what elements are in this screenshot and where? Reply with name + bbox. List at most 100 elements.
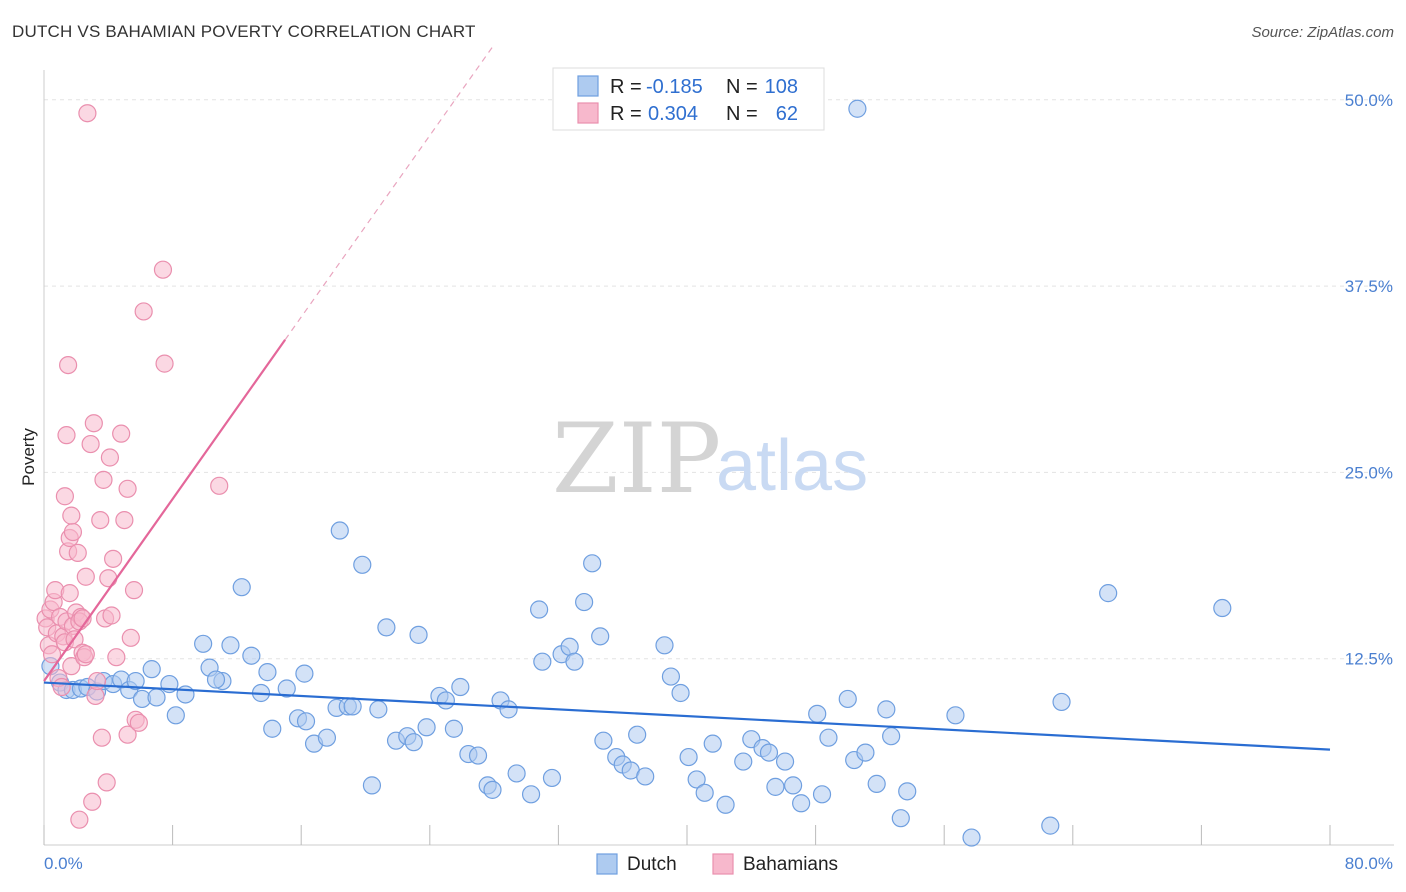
chart-title: DUTCH VS BAHAMIAN POVERTY CORRELATION CH… xyxy=(12,22,476,41)
point-dutch xyxy=(1099,584,1118,603)
point-dutch xyxy=(417,718,436,737)
point-bahamians xyxy=(97,773,116,792)
point-dutch xyxy=(369,700,388,719)
point-bahamians xyxy=(87,671,107,691)
point-dutch xyxy=(483,780,502,799)
point-bahamians xyxy=(68,543,87,562)
point-dutch xyxy=(766,777,785,796)
y-axis-label: Poverty xyxy=(19,428,38,486)
y-tick-label: 37.5% xyxy=(1345,277,1393,296)
legend-n-value-dutch: 108 xyxy=(765,76,798,98)
point-dutch xyxy=(792,794,811,813)
point-bahamians xyxy=(52,677,71,697)
point-bahamians xyxy=(153,260,173,279)
point-bahamians xyxy=(118,725,137,744)
y-tick-label: 25.0% xyxy=(1345,463,1393,482)
trendline-extension-bahamians xyxy=(284,44,495,341)
legend-r-value-dutch: -0.185 xyxy=(646,76,703,98)
point-dutch xyxy=(636,767,655,786)
point-bahamians xyxy=(134,302,153,321)
point-dutch xyxy=(962,828,981,847)
point-dutch xyxy=(362,776,382,795)
point-dutch xyxy=(838,689,857,709)
point-bahamians xyxy=(124,581,144,600)
point-dutch xyxy=(856,743,875,762)
point-dutch xyxy=(775,752,795,771)
x-tick-label: 0.0% xyxy=(44,854,83,873)
legend-n-label-bahamians: N = xyxy=(726,103,758,125)
point-dutch xyxy=(867,774,886,793)
point-bahamians xyxy=(94,470,113,489)
point-bahamians xyxy=(76,567,95,586)
point-bahamians xyxy=(63,522,83,542)
x-ticks xyxy=(43,825,1331,845)
point-dutch xyxy=(671,683,690,703)
point-dutch xyxy=(277,679,296,698)
point-dutch xyxy=(946,706,965,725)
series-legend-label-dutch: Dutch xyxy=(627,854,677,875)
point-dutch xyxy=(703,734,722,753)
point-dutch xyxy=(716,795,735,814)
point-dutch xyxy=(812,785,832,804)
legend-n-label-dutch: N = xyxy=(726,76,758,98)
point-dutch xyxy=(451,677,470,697)
point-dutch xyxy=(468,746,488,765)
point-dutch xyxy=(594,731,613,750)
point-dutch xyxy=(404,733,423,752)
point-dutch xyxy=(377,618,396,637)
point-dutch xyxy=(808,704,827,723)
trendline-dutch xyxy=(43,681,1331,751)
point-bahamians xyxy=(57,426,76,445)
legend-r-label-dutch: R = xyxy=(610,76,642,98)
watermark-atlas: atlas xyxy=(716,426,868,506)
point-dutch xyxy=(295,664,314,683)
source-label: Source: ZipAtlas.com xyxy=(1251,24,1394,41)
point-dutch xyxy=(565,652,584,671)
series-legend-swatch-bahamians xyxy=(712,853,734,875)
trendline-bahamians xyxy=(43,339,287,682)
point-bahamians xyxy=(112,424,131,443)
point-dutch xyxy=(898,782,917,801)
point-dutch xyxy=(530,600,549,619)
point-dutch xyxy=(330,521,349,540)
point-dutch xyxy=(353,555,372,574)
point-dutch xyxy=(444,719,464,738)
point-bahamians xyxy=(91,510,110,530)
point-dutch xyxy=(533,652,552,671)
point-dutch xyxy=(521,785,541,804)
data-points xyxy=(36,99,1232,847)
point-dutch xyxy=(1213,598,1232,618)
point-bahamians xyxy=(118,479,137,498)
point-bahamians xyxy=(70,810,89,829)
legend-r-label-bahamians: R = xyxy=(610,103,642,125)
point-dutch xyxy=(409,625,428,644)
point-dutch xyxy=(819,728,838,747)
point-bahamians xyxy=(129,713,148,732)
point-bahamians xyxy=(81,434,100,454)
point-dutch xyxy=(759,743,779,762)
point-dutch xyxy=(734,752,753,771)
point-bahamians xyxy=(83,792,102,811)
axes xyxy=(43,70,1394,846)
point-dutch xyxy=(206,670,226,689)
point-dutch xyxy=(882,727,901,746)
series-legend-label-bahamians: Bahamians xyxy=(743,854,838,875)
point-dutch xyxy=(296,712,316,731)
point-dutch xyxy=(1041,816,1060,835)
point-dutch xyxy=(126,671,145,691)
point-dutch xyxy=(583,554,602,573)
trend-lines xyxy=(43,44,1331,751)
point-bahamians xyxy=(107,648,126,667)
point-bahamians xyxy=(155,354,174,373)
y-tick-label: 50.0% xyxy=(1345,91,1393,110)
point-dutch xyxy=(499,700,518,719)
series-legend: Dutch Bahamians xyxy=(596,853,838,875)
point-dutch xyxy=(263,719,282,738)
point-dutch xyxy=(848,99,867,118)
point-bahamians xyxy=(121,628,140,647)
watermark: ZIP atlas xyxy=(552,403,868,515)
point-dutch xyxy=(343,697,362,716)
x-tick-label: 80.0% xyxy=(1345,854,1393,873)
y-tick-labels: 12.5% 25.0% 37.5% 50.0% xyxy=(1345,91,1393,669)
